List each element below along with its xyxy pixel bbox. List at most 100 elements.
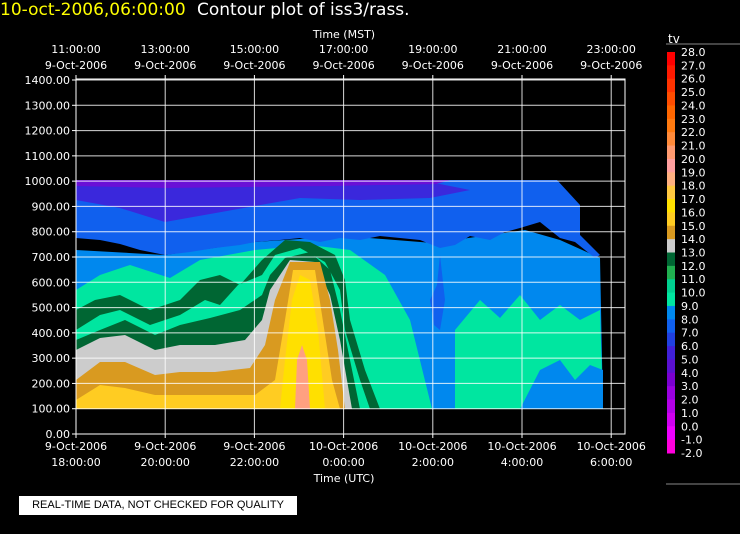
colorbar-level-label: 23.0: [681, 113, 706, 126]
field-9c: [430, 255, 445, 330]
y-tick-label: 1300.00: [25, 99, 71, 112]
bottom-tick-time: 6:00:00: [590, 456, 632, 469]
bottom-tick-date: 10-Oct-2006: [398, 440, 467, 453]
y-tick-label: 100.00: [32, 403, 71, 416]
bottom-tick-time: 2:00:00: [412, 456, 454, 469]
colorbar-swatch: [667, 199, 675, 213]
colorbar-swatch: [667, 145, 675, 160]
colorbar-swatch: [667, 265, 675, 280]
y-tick-label: 200.00: [32, 377, 71, 390]
y-tick-label: 700.00: [32, 251, 71, 264]
bottom-tick-time: 4:00:00: [501, 456, 543, 469]
colorbar: 28.027.026.025.024.023.022.021.020.019.0…: [667, 46, 706, 460]
top-tick-time: 17:00:00: [319, 43, 368, 56]
y-tick-label: 1200.00: [25, 125, 71, 138]
colorbar-level-label: 16.0: [681, 206, 706, 219]
colorbar-level-label: 6.0: [681, 340, 699, 353]
colorbar-level-label: 20.0: [681, 153, 706, 166]
colorbar-swatch: [667, 346, 675, 360]
bottom-tick-date: 9-Oct-2006: [45, 440, 107, 453]
colorbar-level-label: 0.0: [681, 420, 699, 433]
colorbar-level-label: 3.0: [681, 380, 699, 393]
bottom-tick-time: 18:00:00: [51, 456, 100, 469]
colorbar-level-label: 14.0: [681, 233, 706, 246]
colorbar-swatch: [667, 92, 675, 106]
colorbar-level-label: 12.0: [681, 260, 706, 273]
bottom-tick-time: 0:00:00: [322, 456, 364, 469]
colorbar-swatch: [667, 118, 675, 133]
colorbar-level-label: 8.0: [681, 313, 699, 326]
top-tick-date: 9-Oct-2006: [402, 59, 464, 72]
bottom-tick-date: 10-Oct-2006: [577, 440, 646, 453]
colorbar-level-label: 9.0: [681, 300, 699, 313]
bottom-axis-label: Time (UTC): [313, 472, 375, 485]
top-tick-time: 19:00:00: [408, 43, 457, 56]
colorbar-swatch: [667, 172, 675, 187]
colorbar-level-label: 21.0: [681, 140, 706, 153]
top-tick-time: 23:00:00: [586, 43, 635, 56]
top-tick-time: 13:00:00: [140, 43, 189, 56]
colorbar-swatch: [667, 399, 675, 414]
colorbar-level-label: 27.0: [681, 59, 706, 72]
colorbar-swatch: [667, 386, 675, 401]
y-axis: 0.00 100.00 200.00 300.00 400.00 500.00 600.00…: [25, 74, 76, 441]
y-tick-label: 1100.00: [25, 150, 71, 163]
colorbar-swatch: [667, 212, 675, 227]
colorbar-swatch: [667, 426, 675, 441]
quality-warning: REAL-TIME DATA, NOT CHECKED FOR QUALITY: [19, 496, 297, 515]
colorbar-swatch: [667, 105, 675, 120]
top-axis: 11:00:00 9-Oct-2006 13:00:00 9-Oct-2006 15:0…: [45, 43, 642, 79]
y-tick-label: 800.00: [32, 226, 71, 239]
bottom-tick-time: 22:00:00: [230, 456, 279, 469]
top-tick-time: 21:00:00: [497, 43, 546, 56]
field-19: [295, 345, 310, 409]
colorbar-swatch: [667, 279, 675, 294]
y-tick-label: 1000.00: [25, 175, 71, 188]
colorbar-level-label: 10.0: [681, 287, 706, 300]
colorbar-swatch: [667, 239, 675, 253]
colorbar-swatch: [667, 359, 675, 374]
colorbar-swatch: [667, 158, 675, 173]
bottom-tick-date: 9-Oct-2006: [223, 440, 285, 453]
colorbar-level-label: 5.0: [681, 353, 699, 366]
field-5: [76, 180, 450, 190]
colorbar-swatch: [667, 439, 675, 454]
colorbar-swatch: [667, 372, 675, 387]
colorbar-level-label: 4.0: [681, 367, 699, 380]
top-tick-date: 9-Oct-2006: [491, 59, 553, 72]
colorbar-level-label: 13.0: [681, 247, 706, 260]
colorbar-swatch: [667, 78, 675, 93]
y-tick-label: 600.00: [32, 276, 71, 289]
colorbar-swatch: [667, 252, 675, 267]
colorbar-level-label: 28.0: [681, 46, 706, 59]
y-tick-label: 400.00: [32, 327, 71, 340]
field-6: [76, 184, 470, 222]
field-17: [280, 275, 325, 409]
field-9b: [520, 360, 603, 409]
y-tick-label: 500.00: [32, 302, 71, 315]
colorbar-level-label: -2.0: [681, 447, 702, 460]
colorbar-swatch: [667, 412, 675, 427]
bottom-tick-date: 10-Oct-2006: [487, 440, 556, 453]
colorbar-swatch: [667, 65, 675, 80]
colorbar-level-label: 2.0: [681, 394, 699, 407]
colorbar-level-label: 1.0: [681, 407, 699, 420]
top-tick-date: 9-Oct-2006: [45, 59, 107, 72]
header-title: Contour plot of iss3/rass.: [197, 0, 410, 20]
top-tick-date: 9-Oct-2006: [580, 59, 642, 72]
colorbar-level-label: 26.0: [681, 73, 706, 86]
colorbar-level-label: 22.0: [681, 126, 706, 139]
colorbar-level-label: 25.0: [681, 86, 706, 99]
colorbar-level-label: 17.0: [681, 193, 706, 206]
top-tick-date: 9-Oct-2006: [223, 59, 285, 72]
top-tick-time: 11:00:00: [51, 43, 100, 56]
colorbar-level-label: 18.0: [681, 180, 706, 193]
bottom-axis: 9-Oct-2006 18:00:00 9-Oct-2006 20:00:00 9-Oc…: [45, 434, 646, 469]
top-tick-date: 9-Oct-2006: [312, 59, 374, 72]
colorbar-level-label: 24.0: [681, 99, 706, 112]
header-datetime: 10-oct-2006,06:00:00: [0, 0, 186, 20]
bottom-tick-date: 10-Oct-2006: [309, 440, 378, 453]
colorbar-swatch: [667, 52, 675, 66]
y-tick-label: 1400.00: [25, 74, 71, 87]
